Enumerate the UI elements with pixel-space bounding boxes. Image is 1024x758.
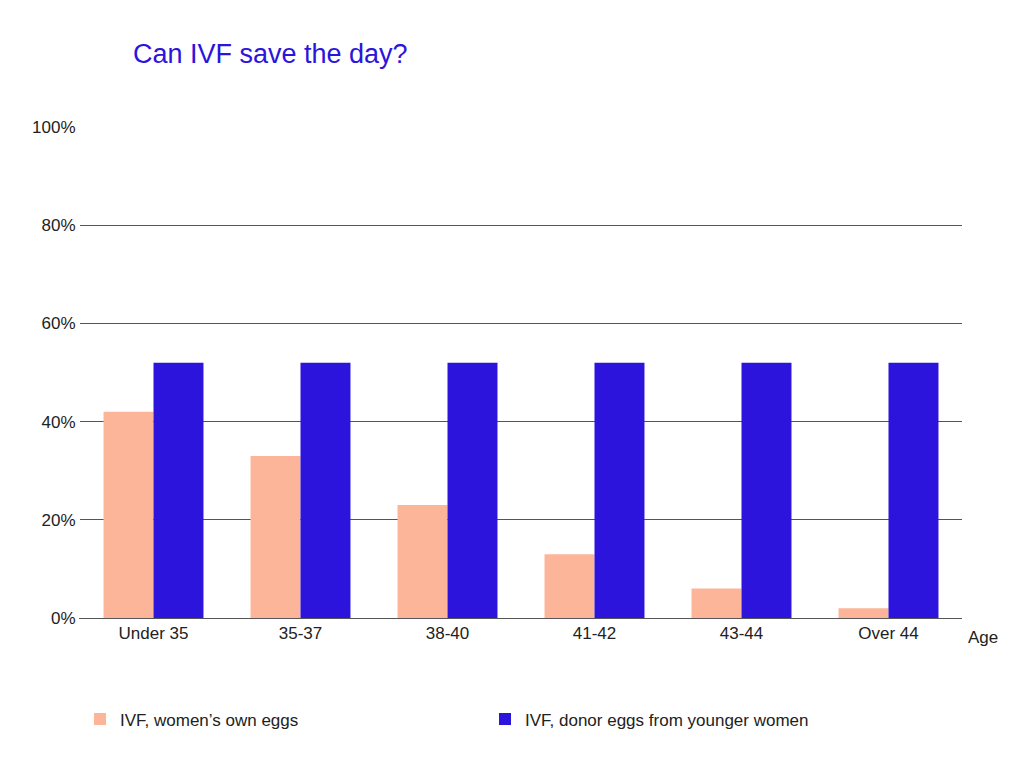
svg-text:20%: 20%	[42, 511, 76, 530]
svg-text:60%: 60%	[42, 314, 76, 333]
svg-text:Can IVF save the day?: Can IVF save the day?	[133, 39, 408, 69]
svg-text:Over 44: Over 44	[858, 624, 918, 643]
svg-text:38-40: 38-40	[426, 624, 469, 643]
svg-text:43-44: 43-44	[720, 624, 763, 643]
svg-text:Under 35: Under 35	[119, 624, 189, 643]
svg-text:35-37: 35-37	[279, 624, 322, 643]
svg-text:IVF, women’s own eggs: IVF, women’s own eggs	[120, 711, 298, 730]
svg-text:40%: 40%	[42, 413, 76, 432]
svg-text:0%: 0%	[51, 609, 76, 628]
svg-text:80%: 80%	[42, 216, 76, 235]
svg-text:Age: Age	[968, 628, 998, 647]
svg-text:41-42: 41-42	[573, 624, 616, 643]
svg-text:100%: 100%	[32, 118, 75, 137]
svg-text:IVF, donor eggs from younger w: IVF, donor eggs from younger women	[525, 711, 808, 730]
